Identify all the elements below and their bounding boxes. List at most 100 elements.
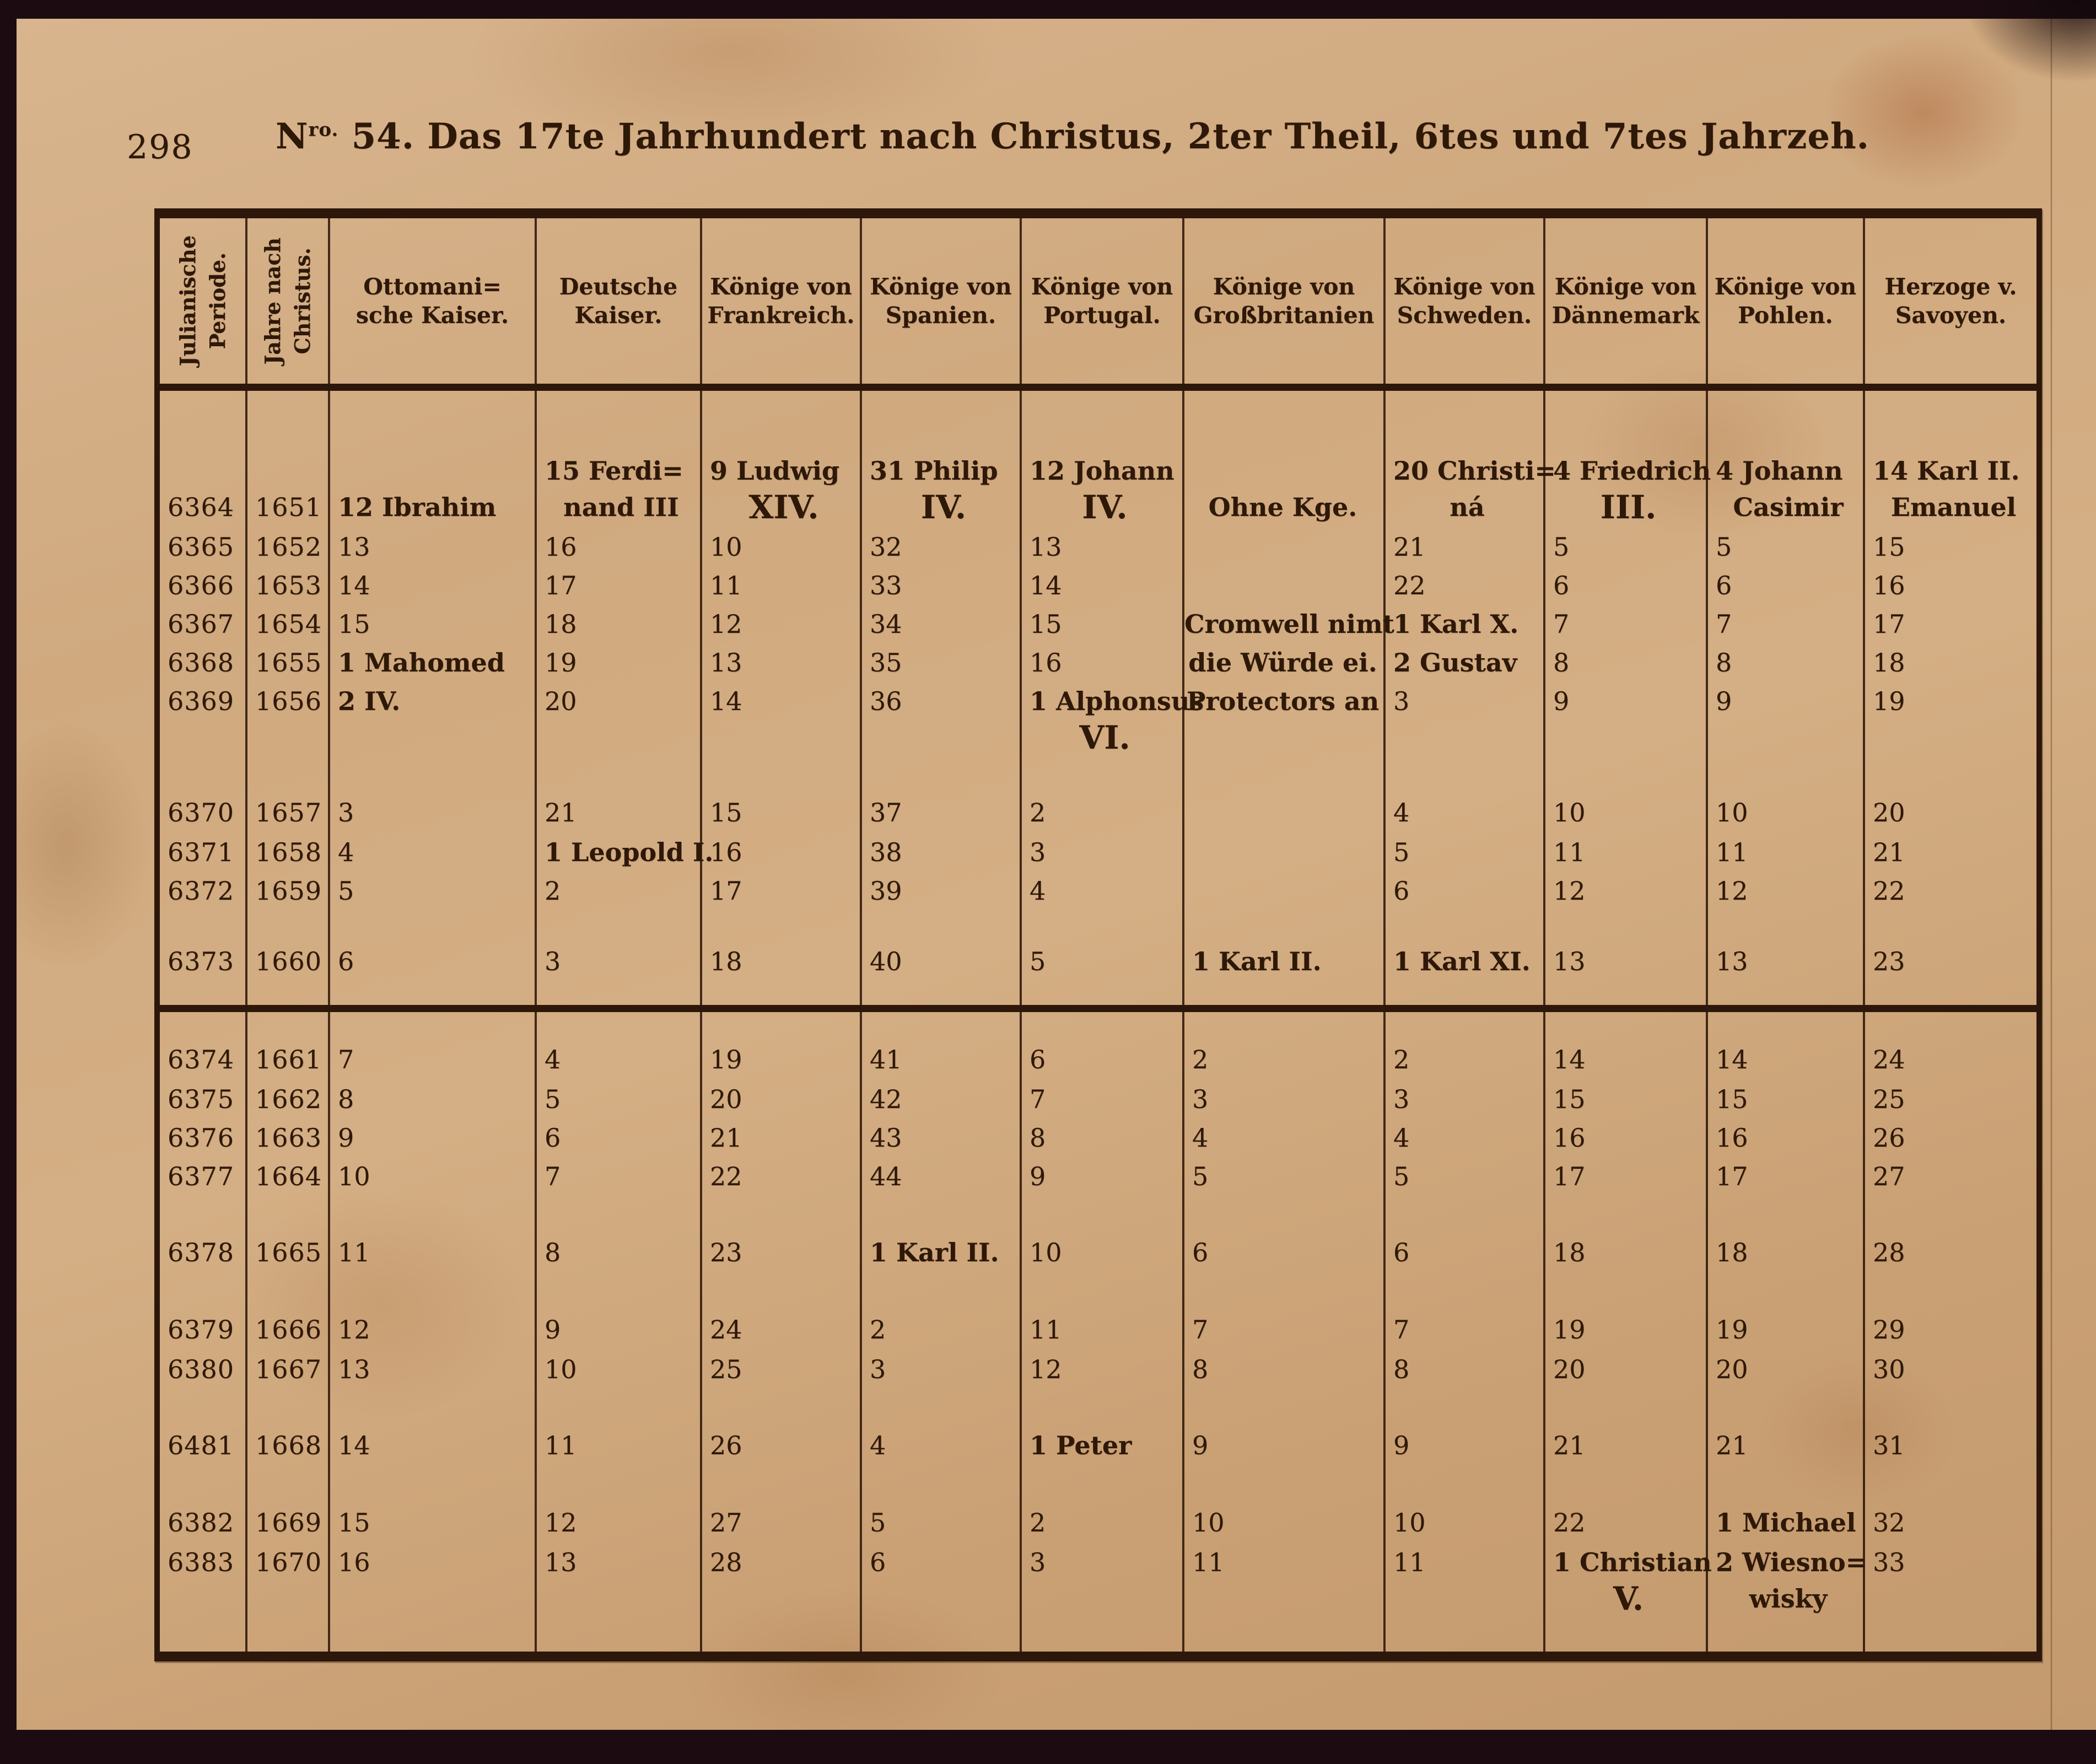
table-cell: 22 bbox=[1863, 873, 2036, 911]
table-cell: 12 bbox=[1020, 1351, 1182, 1390]
cell-line: 1 Peter bbox=[1030, 1430, 1132, 1460]
cell-line: 1663 bbox=[255, 1123, 322, 1153]
cell-line: 13 bbox=[710, 648, 742, 677]
cell-line: 5 bbox=[1553, 532, 1570, 562]
column-header: Könige von Frankreich. bbox=[700, 218, 860, 384]
table-cell: 14 bbox=[1543, 1012, 1706, 1081]
table-cell: 1 Alphonsus VI. bbox=[1020, 683, 1204, 761]
cell-line: Emanuel bbox=[1890, 492, 2017, 522]
column-header: Könige von Großbritanien bbox=[1182, 218, 1383, 384]
cell-line: 10 bbox=[1192, 1508, 1225, 1537]
cell-line: IV. bbox=[1082, 488, 1128, 526]
table-cell: 27 bbox=[1863, 1158, 2036, 1197]
table-cell: 38 bbox=[860, 834, 1020, 873]
cell-line: 6383 bbox=[168, 1547, 235, 1577]
table-cell: 6383 bbox=[160, 1544, 245, 1627]
table-cell: 15 bbox=[1543, 1081, 1706, 1120]
table-cell: 12 Ibrahim bbox=[328, 391, 535, 529]
table-cell bbox=[1383, 1627, 1543, 1652]
table-cell: 6379 bbox=[160, 1274, 245, 1351]
cell-line: 14 Karl II. bbox=[1873, 456, 2020, 486]
cell-line: Ohne Kge. bbox=[1208, 492, 1357, 522]
cell-line: 32 bbox=[870, 532, 902, 562]
table-cell: 2 Gustav bbox=[1383, 644, 1543, 683]
table-cell: 28 bbox=[700, 1544, 860, 1627]
table-cell: 6370 bbox=[160, 761, 245, 834]
table-cell: Ohne Kge. bbox=[1182, 391, 1383, 529]
table-cell: 18 bbox=[1863, 644, 2036, 683]
table-cell: 1658 bbox=[245, 834, 328, 873]
cell-line: 24 bbox=[710, 1315, 742, 1344]
cell-line: 10 bbox=[545, 1354, 577, 1384]
cell-line: 37 bbox=[870, 798, 902, 827]
cell-line: 12 bbox=[545, 1508, 577, 1537]
cell-line: 12 bbox=[1716, 876, 1748, 906]
cell-line: 1667 bbox=[255, 1354, 322, 1384]
table-cell: 1655 bbox=[245, 644, 328, 683]
cell-line: 25 bbox=[1873, 1084, 1905, 1114]
table-cell: 6378 bbox=[160, 1197, 245, 1274]
column-header: Herzoge v. Savoyen. bbox=[1863, 218, 2036, 384]
cell-line: 1670 bbox=[255, 1547, 322, 1577]
cell-line: 41 bbox=[870, 1045, 902, 1074]
table-cell: 35 bbox=[860, 644, 1020, 683]
table-cell: 6 bbox=[860, 1544, 1020, 1627]
table-cell: 19 bbox=[1863, 683, 2036, 761]
cell-line: 13 bbox=[338, 1354, 370, 1384]
cell-line: 9 bbox=[1716, 686, 1732, 716]
table-cell: 1 Mahomed bbox=[328, 644, 535, 683]
table-cell: 31 Philip IV. bbox=[860, 391, 1020, 529]
cell-line: 10 bbox=[1393, 1508, 1426, 1537]
cell-line: 15 Ferdi= bbox=[545, 456, 683, 486]
cell-line: 1653 bbox=[255, 571, 322, 600]
cell-line: 1 Karl XI. bbox=[1393, 946, 1531, 976]
table-cell: 32 bbox=[1863, 1467, 2036, 1544]
cell-line: 34 bbox=[870, 609, 902, 639]
table-cell: 24 bbox=[1863, 1012, 2036, 1081]
table-row: 6378 1665 11 8 23 1 Karl II. 10 6 6 18 18 28 bbox=[160, 1197, 2036, 1274]
table-cell: 12 bbox=[328, 1274, 535, 1351]
cell-line: 6 bbox=[1192, 1238, 1209, 1267]
cell-line: 1658 bbox=[255, 837, 322, 867]
table-cell: 6369 bbox=[160, 683, 245, 761]
table-cell: 26 bbox=[1863, 1120, 2036, 1158]
table-cell: 15 bbox=[1863, 529, 2036, 567]
table-cell: 10 bbox=[1182, 1467, 1383, 1544]
cell-line: 1664 bbox=[255, 1161, 322, 1191]
cell-line: 14 bbox=[1553, 1045, 1586, 1074]
table-cell bbox=[328, 1627, 535, 1652]
table-cell bbox=[160, 983, 245, 1005]
table-cell: 2 bbox=[860, 1274, 1020, 1351]
table-cell: 31 bbox=[1863, 1390, 2036, 1467]
table-cell: 14 bbox=[328, 567, 535, 606]
table-cell bbox=[535, 1627, 700, 1652]
table-cell bbox=[1706, 1627, 1863, 1652]
cell-line: 4 bbox=[1030, 876, 1046, 906]
table-cell: 9 bbox=[328, 1120, 535, 1158]
table-cell: 6367 bbox=[160, 606, 245, 644]
table-cell: 6364 bbox=[160, 391, 245, 529]
table-cell: 22 bbox=[1383, 567, 1543, 606]
cell-line: 23 bbox=[710, 1238, 742, 1267]
table-cell: 27 bbox=[700, 1467, 860, 1544]
cell-line: ná bbox=[1450, 492, 1485, 522]
table-cell: 9 bbox=[535, 1274, 700, 1351]
table-cell: 5 bbox=[1706, 529, 1863, 567]
cell-line: 28 bbox=[710, 1547, 742, 1577]
table-cell: 5 bbox=[1543, 529, 1706, 567]
cell-line: 7 bbox=[338, 1045, 354, 1074]
table-row: 6368 1655 1 Mahomed 19 13 35 16 die Würde ei. 2 … bbox=[160, 644, 2036, 683]
cell-line: 28 bbox=[1873, 1238, 1905, 1267]
cell-line: XIV. bbox=[748, 488, 819, 526]
cell-line: 21 bbox=[1393, 532, 1426, 562]
table-cell: 16 bbox=[700, 834, 860, 873]
cell-line: 18 bbox=[545, 609, 577, 639]
table-cell: 2 bbox=[1383, 1012, 1543, 1081]
table-cell: 8 bbox=[1020, 1120, 1182, 1158]
page-number: 298 bbox=[127, 128, 193, 166]
table-cell: 20 bbox=[1706, 1351, 1863, 1390]
cell-line: 11 bbox=[545, 1430, 577, 1460]
cell-line: 1662 bbox=[255, 1084, 322, 1114]
cell-line: 16 bbox=[338, 1547, 370, 1577]
cell-line: 9 bbox=[1553, 686, 1570, 716]
